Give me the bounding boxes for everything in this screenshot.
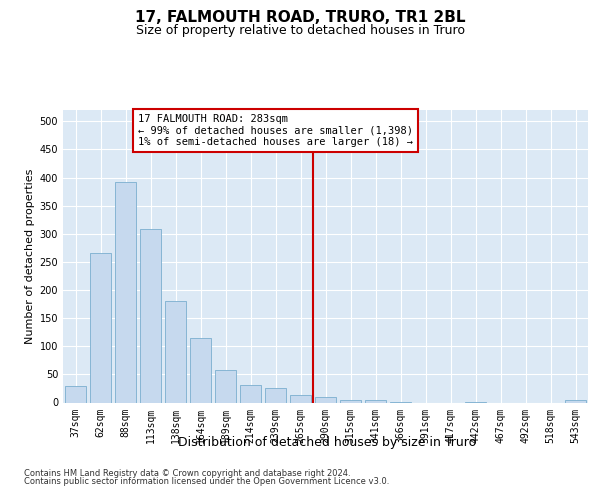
Bar (140, 229, 161, 402)
Text: Contains HM Land Registry data © Crown copyright and database right 2024.: Contains HM Land Registry data © Crown c… (24, 468, 350, 477)
Bar (240, 384, 261, 402)
Bar (290, 394, 311, 402)
Bar (265, 388, 286, 402)
Bar (315, 397, 336, 402)
Bar (115, 182, 136, 402)
Bar (65, 386, 86, 402)
Bar (365, 400, 386, 402)
Bar (190, 338, 211, 402)
Text: 17, FALMOUTH ROAD, TRURO, TR1 2BL: 17, FALMOUTH ROAD, TRURO, TR1 2BL (135, 10, 465, 25)
Text: Distribution of detached houses by size in Truro: Distribution of detached houses by size … (178, 436, 476, 449)
Bar (340, 400, 361, 402)
Text: Size of property relative to detached houses in Truro: Size of property relative to detached ho… (136, 24, 464, 37)
Y-axis label: Number of detached properties: Number of detached properties (25, 168, 35, 344)
Bar (215, 370, 236, 402)
Text: Contains public sector information licensed under the Open Government Licence v3: Contains public sector information licen… (24, 477, 389, 486)
Bar (565, 400, 586, 402)
Text: 17 FALMOUTH ROAD: 283sqm
← 99% of detached houses are smaller (1,398)
1% of semi: 17 FALMOUTH ROAD: 283sqm ← 99% of detach… (138, 114, 413, 147)
Bar (90, 254, 111, 402)
Bar (165, 301, 186, 402)
